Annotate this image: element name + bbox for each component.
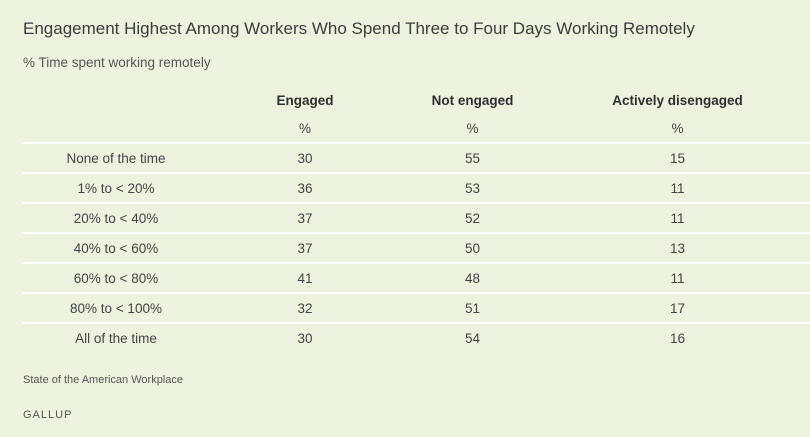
header-row: Engaged Not engaged Actively disengaged — [22, 86, 810, 114]
cell-not-engaged: 52 — [400, 203, 545, 234]
cell-actively-disengaged: 16 — [669, 330, 686, 346]
cell-engaged: 37 — [210, 233, 400, 264]
table-row-20-40: 20% to < 40% 37 52 11 — [22, 203, 810, 234]
source-note: State of the American Workplace — [23, 374, 183, 386]
cell-not-engaged: 53 — [400, 173, 545, 204]
cell-actively-disengaged: 11 — [545, 173, 810, 204]
units-row-label — [22, 114, 210, 144]
table-row-80-100: 80% to < 100% 32 51 17 — [22, 293, 810, 324]
column-header-actively-disengaged: Actively disengaged — [612, 92, 743, 108]
engagement-table: Engaged Not engaged Actively disengaged … — [22, 86, 810, 352]
cell-engaged: 32 — [210, 293, 400, 324]
table-row-none: None of the time 30 55 15 — [22, 143, 810, 174]
row-label: All of the time — [75, 330, 157, 346]
row-label: 1% to < 20% — [22, 173, 210, 204]
gallup-brand: GALLUP — [23, 409, 73, 421]
cell-not-engaged: 50 — [400, 233, 545, 264]
cell-actively-disengaged: 17 — [545, 293, 810, 324]
chart-subtitle: % Time spent working remotely — [23, 55, 211, 70]
table-row-60-80: 60% to < 80% 41 48 11 — [22, 263, 810, 294]
cell-not-engaged: 48 — [400, 263, 545, 294]
row-label-header — [22, 86, 210, 114]
unit-engaged: % — [210, 114, 400, 144]
row-label: 80% to < 100% — [22, 293, 210, 324]
cell-actively-disengaged: 11 — [545, 203, 810, 234]
column-header-engaged: Engaged — [276, 92, 334, 108]
table-row-1-20: 1% to < 20% 36 53 11 — [22, 173, 810, 204]
cell-not-engaged: 55 — [400, 143, 545, 174]
cell-engaged: 30 — [297, 330, 313, 346]
cell-engaged: 37 — [210, 203, 400, 234]
chart-title: Engagement Highest Among Workers Who Spe… — [23, 19, 695, 38]
unit-not-engaged: % — [400, 114, 545, 144]
row-label: 60% to < 80% — [22, 263, 210, 294]
cell-engaged: 41 — [210, 263, 400, 294]
cell-actively-disengaged: 11 — [545, 263, 810, 294]
cell-engaged: 30 — [210, 143, 400, 174]
cell-actively-disengaged: 15 — [545, 143, 810, 174]
row-label: 20% to < 40% — [22, 203, 210, 234]
cell-not-engaged: 54 — [464, 330, 481, 346]
row-label: None of the time — [22, 143, 210, 174]
table-row-all: All of the time 30 54 16 — [22, 323, 810, 352]
cell-engaged: 36 — [210, 173, 400, 204]
cell-actively-disengaged: 13 — [545, 233, 810, 264]
units-row: % % % — [22, 114, 810, 144]
cell-not-engaged: 51 — [400, 293, 545, 324]
row-label: 40% to < 60% — [22, 233, 210, 264]
table-row-40-60: 40% to < 60% 37 50 13 — [22, 233, 810, 264]
unit-actively-disengaged: % — [545, 114, 810, 144]
column-header-not-engaged: Not engaged — [431, 92, 514, 108]
